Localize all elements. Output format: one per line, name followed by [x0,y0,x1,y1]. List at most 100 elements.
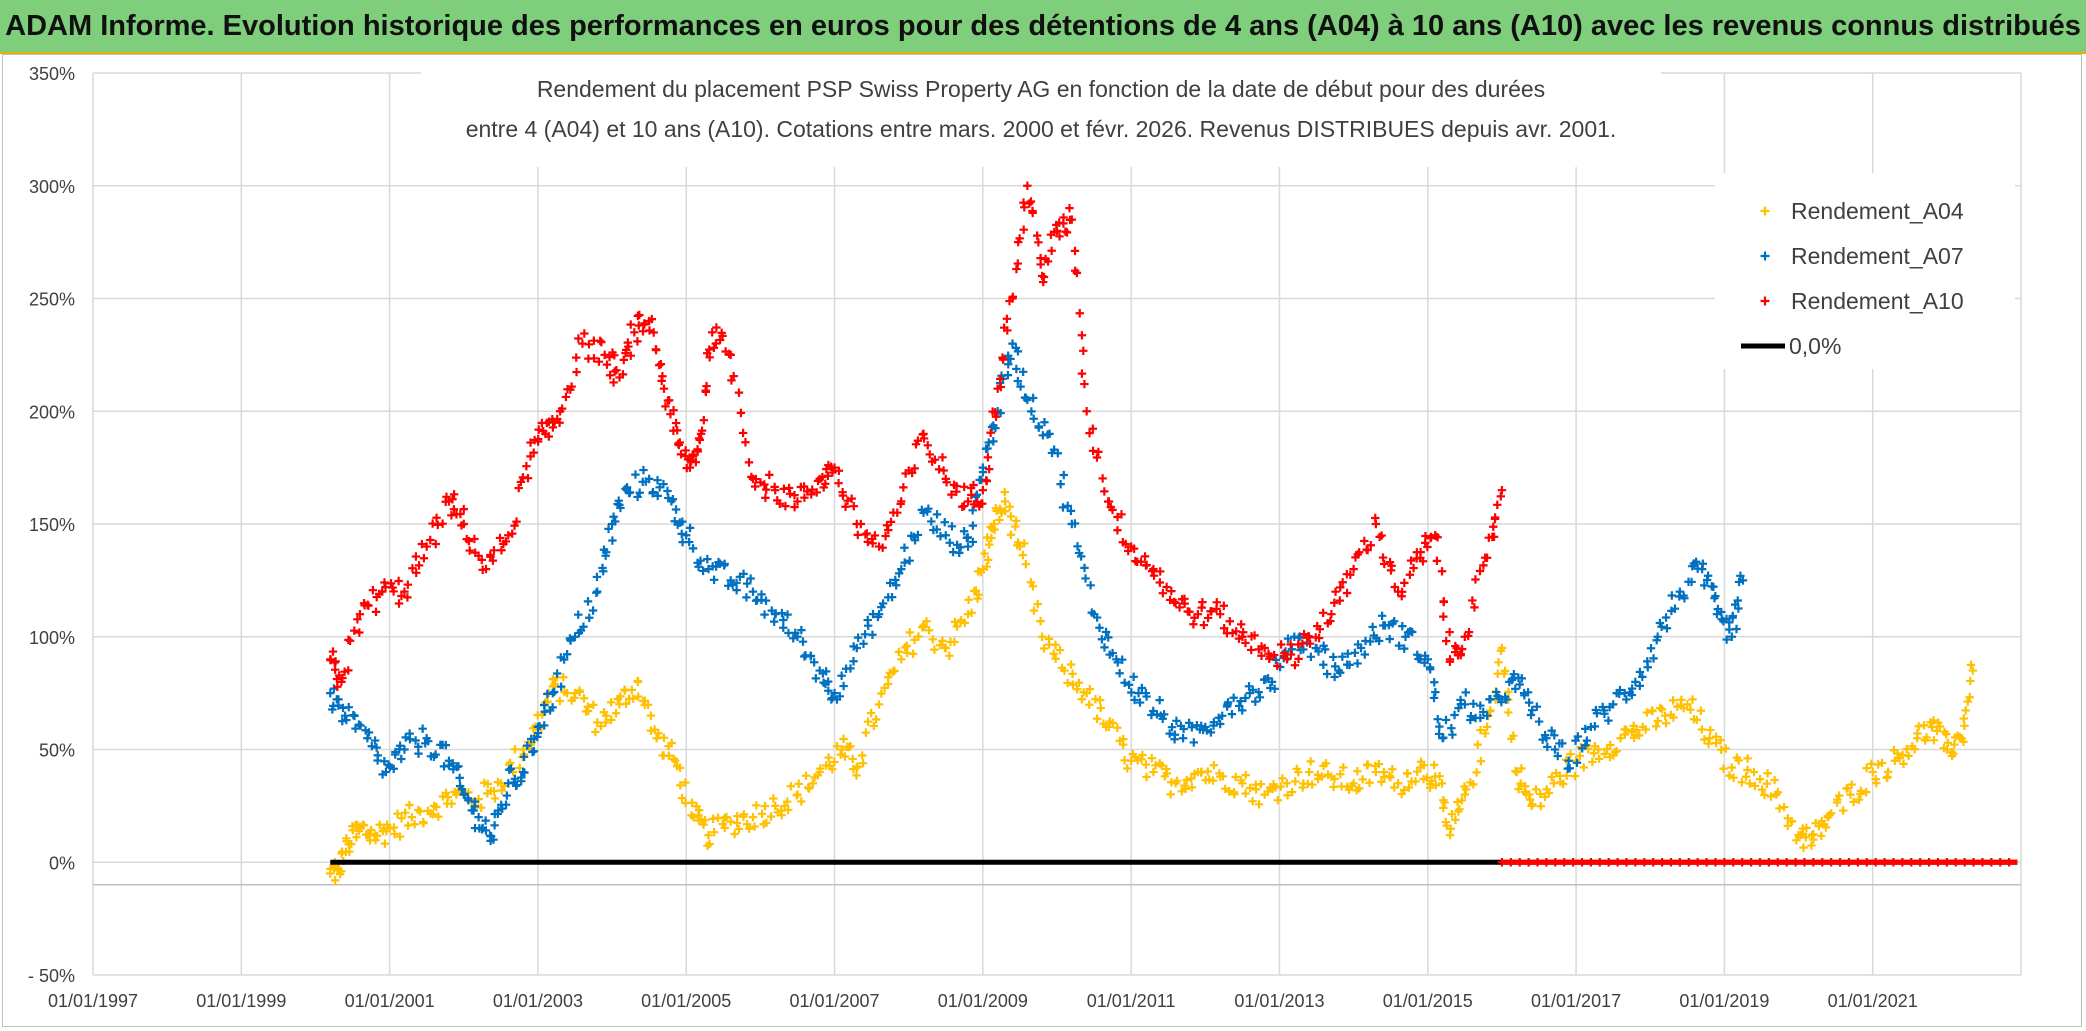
rendement-a10-marker [919,434,929,443]
rendement-a07-marker [1100,643,1109,652]
rendement-a04-marker [441,788,451,798]
rendement-a04-marker [393,809,402,818]
rendement-a07-marker [1124,680,1134,689]
rendement-a10-marker [925,450,934,459]
rendement-a07-marker [1433,714,1442,724]
rendement-a07-marker [635,488,644,497]
rendement-a10-marker [1305,639,1315,648]
rendement-a10-marker [633,337,642,346]
rendement-a07-marker [609,512,618,521]
rendement-a10-marker [1028,208,1037,218]
rendement-a04-marker [1959,737,1968,746]
rendement-a10-marker [580,329,589,338]
rendement-a10-marker [457,521,466,530]
rendement-a10-marker [1441,636,1451,646]
rendement-a07-marker [1081,574,1090,583]
rendement-a10-marker [649,328,658,337]
rendement-a10-marker [1020,203,1029,212]
rendement-a10-marker [1257,651,1266,660]
rendement-a07-marker [631,470,640,479]
chart-title-line2: entre 4 (A04) et 10 ans (A10). Cotations… [466,116,1617,142]
rendement-a04-marker [1306,757,1315,766]
rendement-a10-marker [1169,597,1179,607]
zero-segment-marker [1915,858,1925,867]
rendement-a04-marker [1072,685,1082,694]
rendement-a04-marker [1440,798,1449,807]
rendement-a07-marker [1581,724,1590,734]
rendement-a10-marker [597,337,606,347]
rendement-a04-marker [1461,785,1471,794]
rendement-a07-marker [616,503,625,513]
rendement-a07-marker [1058,503,1068,512]
rendement-a04-marker [1629,721,1638,730]
rendement-a04-marker [1854,795,1864,804]
rendement-a07-marker [1227,709,1237,719]
rendement-a10-marker [812,488,821,497]
rendement-a07-marker [732,585,741,595]
rendement-a07-marker [604,524,613,534]
rendement-a04-marker [752,801,761,810]
rendement-a10-marker [990,408,1000,417]
rendement-a04-marker [1033,599,1042,609]
zero-segment-marker [1613,858,1622,867]
rendement-a07-marker [334,695,343,704]
x-tick-label: 01/01/2001 [345,991,435,1011]
rendement-a10-marker [1468,596,1477,605]
rendement-a04-marker [813,771,823,780]
rendement-a07-marker [1137,683,1147,693]
rendement-a04-marker [1965,693,1974,702]
rendement-a07-point [963,542,973,551]
rendement-a10-marker [762,485,771,494]
rendement-a04-marker [983,555,993,565]
rendement-a04-marker [1231,772,1240,782]
rendement-a10-marker [465,546,474,555]
rendement-a04-point [1000,497,1010,506]
rendement-a10-marker [959,501,969,511]
rendement-a10-marker [522,461,531,471]
rendement-a07-marker [414,749,423,758]
rendement-a07-marker [1092,613,1102,622]
rendement-a10-marker [1387,561,1396,571]
rendement-a07-marker [1021,393,1031,403]
rendement-a10-marker [775,499,785,508]
rendement-a04-marker [1353,766,1362,776]
rendement-a07-marker [364,728,374,737]
rendement-a04-marker [1893,749,1902,758]
rendement-a04-marker [1005,502,1014,511]
rendement-a04-marker [1323,770,1333,779]
rendement-a10-marker [790,490,799,500]
rendement-a04-marker [945,651,954,661]
rendement-a10-marker [1055,232,1064,241]
rendement-a04-marker [1020,539,1029,548]
rendement-a04-marker [1241,770,1250,780]
rendement-a04-marker [1589,749,1599,758]
rendement-a04-marker [345,847,354,856]
rendement-a10-marker [818,472,827,482]
zero-segment-marker [1755,858,1765,867]
rendement-a04-marker [1762,779,1772,788]
zero-segment-marker [1702,858,1711,867]
rendement-a10-marker [371,607,381,617]
rendement-a10-point [978,485,988,495]
rendement-a04-marker [1517,764,1526,773]
rendement-a04-marker [982,562,991,571]
legend: Rendement_A04 Rendement_A07 Rendement_A10 0… [1715,173,2015,369]
rendement-a07-marker [659,479,668,489]
rendement-a10-marker [761,493,770,503]
rendement-a10-marker [1418,557,1428,566]
rendement-a10-marker [699,416,709,425]
rendement-a07-marker [1461,688,1470,697]
rendement-a04-marker [990,525,999,534]
rendement-a04-marker [1766,792,1776,801]
rendement-a07-marker [1390,616,1399,626]
rendement-a10-marker [533,434,543,444]
rendement-a07-marker [481,826,491,835]
rendement-a07-marker [1129,672,1138,682]
zero-segment-marker [1693,858,1702,867]
rendement-a07-marker [1158,714,1167,723]
rendement-a07-marker [779,615,788,625]
rendement-a07-marker [1263,674,1273,683]
rendement-a07-marker [1635,667,1645,677]
rendement-a04-marker [1799,843,1808,852]
rendement-a04-marker [919,622,929,632]
